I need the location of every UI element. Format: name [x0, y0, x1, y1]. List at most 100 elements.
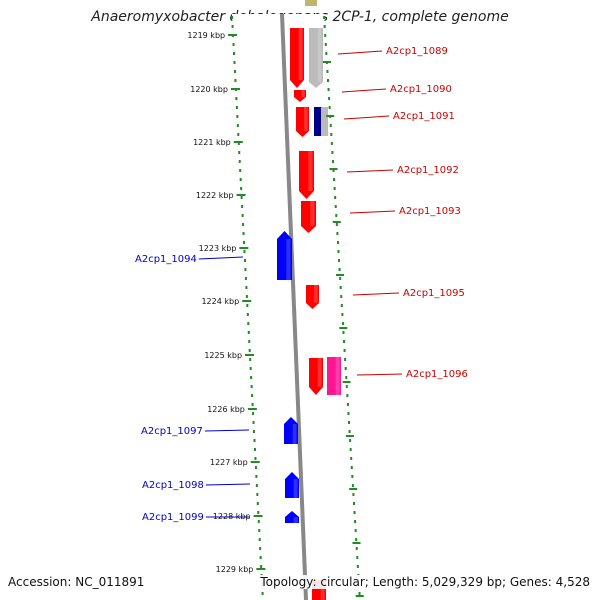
label-leader-line	[204, 429, 250, 432]
border-dot	[253, 448, 256, 451]
gene-labels: A2cp1_1089 A2cp1_1090 A2cp1_1091 A2cp1_1092…	[135, 46, 468, 523]
border-dot	[247, 331, 250, 334]
border-dot	[244, 268, 247, 271]
gene-A2cp1-1097-shade	[292, 424, 297, 444]
gene-A2cp1-1096-rna	[327, 357, 341, 395]
border-dot	[238, 151, 241, 154]
border-dot	[233, 52, 236, 55]
border-dot	[351, 484, 354, 487]
label-leader-line	[352, 292, 400, 296]
border-dot	[243, 259, 246, 262]
border-dot	[325, 52, 328, 55]
border-dot	[338, 259, 341, 262]
border-dot	[254, 466, 257, 469]
gene-A2cp1-1093-shade	[310, 201, 315, 226]
border-dot	[246, 313, 249, 316]
border-dot	[354, 520, 357, 523]
border-dot	[251, 403, 254, 406]
border-dot	[236, 124, 239, 127]
gene-A2cp1-1096-rna-shade	[335, 357, 340, 395]
border-dot	[330, 133, 333, 136]
border-dot	[343, 349, 346, 352]
kbp-tick-label: 1224 kbp	[201, 297, 239, 306]
label-leader-line	[346, 169, 394, 173]
border-dot	[239, 178, 242, 181]
border-dot	[337, 250, 340, 253]
border-dot	[358, 592, 361, 595]
border-dot	[249, 367, 252, 370]
border-dot	[340, 304, 343, 307]
border-dot	[243, 241, 246, 244]
gene-A2cp1-1091-rev-part	[314, 107, 321, 136]
border-dot	[233, 61, 236, 64]
border-dot	[242, 232, 245, 235]
kbp-tick-label: 1229 kbp	[216, 565, 254, 574]
border-dot	[351, 475, 354, 478]
border-dot	[237, 142, 240, 145]
kbp-tick-label: 1220 kbp	[190, 85, 228, 94]
accession-text: Accession: NC_011891	[8, 575, 145, 589]
border-dot	[245, 286, 248, 289]
kbp-tick-label: 1222 kbp	[196, 191, 234, 200]
label-leader-line	[205, 483, 251, 486]
border-dot	[241, 205, 244, 208]
kbp-tick-label: 1227 kbp	[210, 458, 248, 467]
kbp-tick-label: 1223 kbp	[199, 244, 237, 253]
label-leader-line	[337, 50, 383, 55]
border-dot	[261, 592, 264, 595]
border-dot	[355, 538, 358, 541]
kbp-tick-label: 1225 kbp	[204, 351, 242, 360]
border-dot	[258, 538, 261, 541]
border-dot	[334, 196, 337, 199]
border-dot	[343, 340, 346, 343]
genome-backbone	[280, 13, 308, 600]
border-dot	[236, 115, 239, 118]
border-dot	[349, 448, 352, 451]
gene-A2cp1-1093	[301, 201, 316, 233]
border-dot	[345, 385, 348, 388]
border-dot	[255, 484, 258, 487]
border-dot	[326, 70, 329, 73]
border-dot	[352, 502, 355, 505]
border-dot	[336, 232, 339, 235]
kbp-tick-label: 1226 kbp	[207, 405, 245, 414]
gene-label: A2cp1_1090	[390, 84, 452, 95]
gene-A2cp1-1091-shade	[304, 107, 308, 131]
border-dot	[252, 412, 255, 415]
border-dot	[253, 439, 256, 442]
border-dot	[243, 250, 246, 253]
gene-A2cp1-1095	[306, 285, 319, 309]
border-dot	[251, 394, 254, 397]
track-background	[232, 13, 360, 600]
border-dot	[344, 358, 347, 361]
kbp-scale: 1219 kbp 1220 kbp 1221 kbp 1222 kbp 1223 kbp…	[187, 31, 364, 597]
gene-A2cp1-1098-shade	[293, 479, 298, 498]
gene-label: A2cp1_1096	[406, 369, 468, 380]
border-dot	[260, 565, 263, 568]
label-leader-line	[343, 115, 390, 120]
border-dot	[328, 106, 331, 109]
border-dot	[257, 520, 260, 523]
label-leader-line	[198, 256, 244, 260]
border-dot	[231, 25, 234, 28]
border-dot	[248, 340, 251, 343]
border-dot	[324, 34, 327, 37]
border-dot	[237, 133, 240, 136]
border-dot	[339, 277, 342, 280]
border-dot	[331, 151, 334, 154]
border-dot	[246, 304, 249, 307]
gene-label: A2cp1_1091	[393, 111, 455, 122]
border-dot	[339, 286, 342, 289]
border-dot	[254, 457, 257, 460]
neighbor-gene-shade	[317, 28, 322, 82]
border-dot	[333, 187, 336, 190]
border-dot	[235, 97, 238, 100]
border-dot	[252, 421, 255, 424]
border-dot	[235, 106, 238, 109]
border-dot	[347, 412, 350, 415]
border-dot	[331, 160, 334, 163]
border-dot	[239, 169, 242, 172]
border-dot	[348, 421, 351, 424]
border-dot	[341, 322, 344, 325]
